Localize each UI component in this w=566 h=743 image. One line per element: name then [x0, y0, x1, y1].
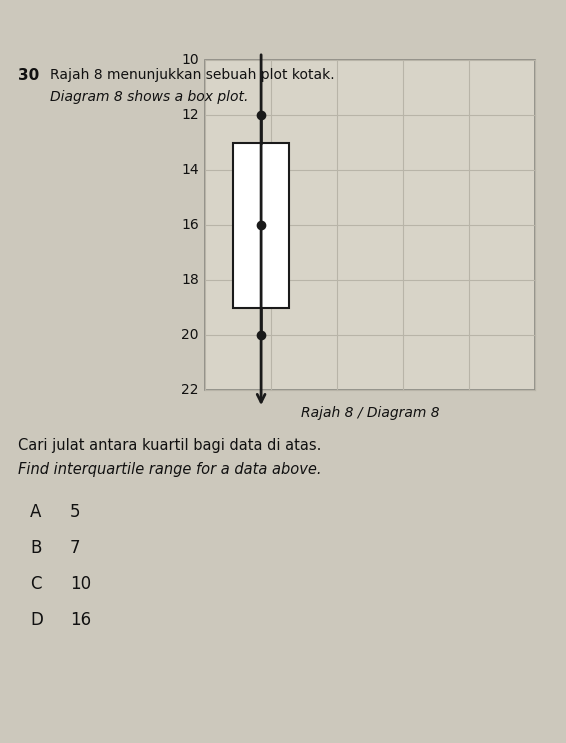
Text: 18: 18 [181, 273, 199, 287]
Text: 20: 20 [182, 328, 199, 342]
Text: 16: 16 [70, 611, 91, 629]
Text: Diagram 8 shows a box plot.: Diagram 8 shows a box plot. [50, 90, 248, 104]
Text: 10: 10 [181, 53, 199, 67]
Text: Rajah 8 menunjukkan sebuah plot kotak.: Rajah 8 menunjukkan sebuah plot kotak. [50, 68, 335, 82]
Text: B: B [30, 539, 41, 557]
Text: C: C [30, 575, 41, 593]
Text: Rajah 8 / Diagram 8: Rajah 8 / Diagram 8 [301, 406, 439, 420]
Text: 14: 14 [181, 163, 199, 177]
Text: 12: 12 [181, 108, 199, 122]
Text: A: A [30, 503, 41, 521]
Text: 10: 10 [70, 575, 91, 593]
Text: D: D [30, 611, 43, 629]
Text: 30: 30 [18, 68, 39, 83]
Text: 16: 16 [181, 218, 199, 232]
Text: 7: 7 [70, 539, 80, 557]
Text: Cari julat antara kuartil bagi data di atas.: Cari julat antara kuartil bagi data di a… [18, 438, 321, 453]
Bar [233, 143, 289, 308]
Text: 5: 5 [70, 503, 80, 521]
Text: 22: 22 [182, 383, 199, 397]
Bar [205, 60, 535, 390]
Text: Find interquartile range for a data above.: Find interquartile range for a data abov… [18, 462, 321, 477]
